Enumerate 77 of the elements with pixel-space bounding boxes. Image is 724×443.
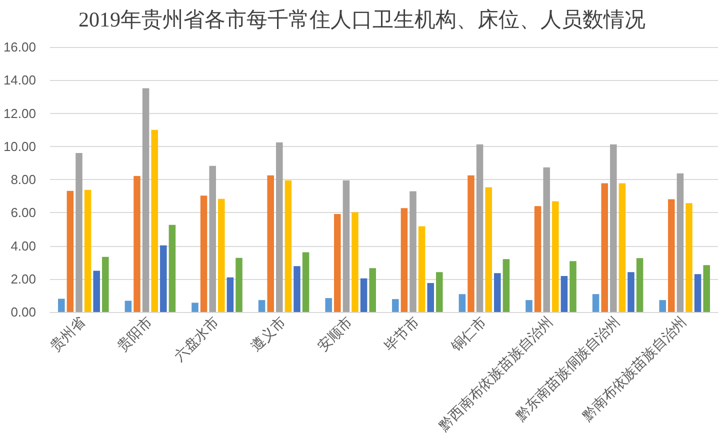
bar — [676, 173, 684, 312]
bar — [534, 206, 542, 312]
y-tick-label: 10.00 — [3, 138, 36, 154]
bar — [418, 226, 426, 312]
bar — [302, 252, 310, 312]
chart-title: 2019年贵州省各市每千常住人口卫生机构、床位、人员数情况 — [78, 8, 646, 32]
y-tick-label: 14.00 — [3, 72, 36, 88]
bar — [93, 270, 100, 312]
bar — [84, 190, 92, 312]
bar — [400, 208, 408, 312]
bar — [66, 190, 74, 312]
bar — [560, 276, 568, 312]
bar — [494, 273, 501, 312]
bar — [628, 272, 634, 312]
bar — [703, 265, 710, 312]
x-tick-label: 遵义市 — [248, 314, 290, 355]
bar — [226, 277, 234, 312]
bar — [124, 300, 132, 312]
bar — [552, 201, 559, 312]
bar — [570, 261, 576, 312]
bar — [209, 166, 216, 312]
bar — [218, 198, 225, 312]
bar — [694, 274, 702, 312]
bar — [258, 300, 266, 312]
bar — [160, 245, 167, 312]
y-tick-label: 4.00 — [10, 238, 36, 254]
bar — [360, 278, 368, 312]
bar — [325, 298, 332, 312]
bar — [102, 256, 109, 312]
bar — [142, 88, 150, 312]
bar — [427, 283, 434, 312]
bar — [369, 268, 376, 312]
bar — [476, 144, 484, 312]
x-tick-label: 铜仁市 — [448, 314, 490, 356]
bar — [502, 259, 510, 312]
bar — [592, 294, 600, 312]
y-tick-label: 8.00 — [10, 172, 36, 187]
bar — [686, 203, 692, 312]
x-tick-label: 六盘水市 — [171, 314, 222, 365]
bar — [334, 214, 341, 312]
bar — [236, 258, 242, 312]
bar — [151, 130, 158, 312]
x-tick-label: 贵阳市 — [114, 314, 156, 355]
bar — [659, 300, 666, 312]
bar — [610, 144, 617, 312]
bar — [636, 258, 644, 312]
bar — [134, 176, 140, 312]
bar — [294, 266, 300, 312]
bar — [352, 212, 358, 312]
bar — [485, 187, 492, 312]
bar — [526, 300, 532, 312]
bar — [543, 167, 550, 312]
bar — [342, 180, 350, 312]
bar — [168, 224, 176, 312]
y-tick-label: 6.00 — [10, 205, 36, 220]
bar — [276, 142, 283, 312]
bar — [200, 196, 208, 312]
x-tick-label: 安顺市 — [314, 314, 356, 355]
bar — [601, 183, 608, 312]
y-tick-label: 2.00 — [10, 271, 36, 286]
bar — [192, 302, 198, 312]
bar — [76, 153, 82, 312]
y-tick-label: 12.00 — [3, 106, 36, 121]
bar — [267, 175, 274, 312]
bar — [458, 294, 466, 312]
x-tick-label: 贵州省 — [48, 314, 89, 355]
bar — [392, 299, 399, 312]
y-tick-label: 16.00 — [3, 40, 36, 54]
bar — [668, 199, 675, 312]
bar — [58, 298, 65, 312]
bar — [284, 180, 292, 312]
bar — [410, 191, 416, 312]
bar — [468, 175, 474, 312]
bar — [618, 183, 626, 312]
y-tick-label: 0.00 — [10, 304, 36, 320]
bar — [436, 272, 443, 312]
x-tick-label: 毕节市 — [382, 314, 423, 355]
